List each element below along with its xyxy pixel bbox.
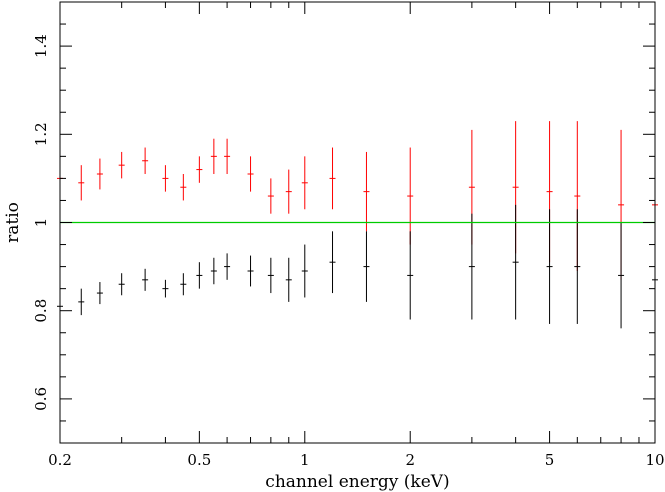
y-tick-label: 0.6 [32, 387, 50, 411]
y-tick-label: 1.2 [32, 122, 50, 146]
data-point [224, 253, 231, 280]
data-point [180, 173, 187, 201]
data-point [78, 288, 85, 316]
data-point [142, 147, 149, 174]
data-point [285, 257, 292, 302]
x-tick-label: 2 [405, 451, 415, 469]
data-point [162, 165, 169, 192]
data-point [329, 231, 336, 294]
y-axis-label: ratio [3, 202, 23, 243]
data-point [363, 231, 370, 302]
data-point [118, 151, 125, 179]
data-point [142, 268, 149, 291]
data-layer [57, 121, 658, 333]
data-point [247, 255, 254, 287]
x-tick-label: 10 [645, 451, 664, 469]
data-point [224, 138, 231, 174]
data-point [118, 273, 125, 296]
data-point [210, 138, 217, 174]
data-point [546, 209, 553, 324]
data-point [247, 156, 254, 192]
data-point [407, 147, 414, 245]
data-point [267, 178, 274, 214]
series-0 [57, 121, 658, 280]
x-tick-label: 0.2 [48, 451, 72, 469]
data-point [285, 169, 292, 214]
data-point [196, 262, 203, 289]
x-tick-label: 0.5 [187, 451, 211, 469]
data-point [618, 222, 625, 329]
x-tick-label: 1 [300, 451, 310, 469]
data-point [407, 231, 414, 320]
data-point [329, 147, 336, 210]
data-point [301, 244, 308, 298]
data-point [180, 273, 187, 296]
data-point [78, 165, 85, 201]
y-tick-label: 1 [32, 218, 50, 228]
data-point [96, 158, 103, 190]
data-point [301, 156, 308, 210]
data-point [267, 257, 274, 294]
data-point [162, 279, 169, 298]
ticks-layer: 0.2 0.5 1 2 5 10 0.6 0.8 1 1.2 1.4 [32, 2, 665, 469]
data-point [210, 257, 217, 285]
series-1 [57, 204, 658, 333]
x-axis-label: channel energy (keV) [265, 472, 449, 492]
data-point [468, 213, 475, 320]
y-tick-label: 1.4 [32, 34, 50, 58]
data-point [96, 282, 103, 305]
y-tick-label: 0.8 [32, 299, 50, 323]
x-tick-label: 5 [545, 451, 555, 469]
data-point [512, 204, 519, 320]
data-point [574, 209, 581, 324]
data-point [363, 151, 370, 232]
data-point [196, 156, 203, 183]
